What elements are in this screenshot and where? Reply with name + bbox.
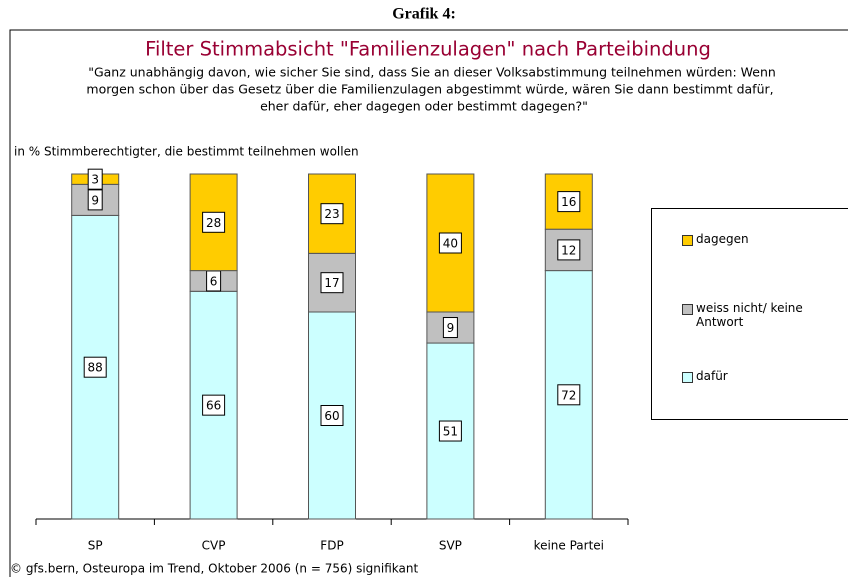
data-label: 16 xyxy=(561,195,576,209)
data-label-box xyxy=(87,168,103,190)
header: Grafik 4: xyxy=(392,6,456,23)
data-label-box xyxy=(320,203,344,225)
legend-item: dagegen xyxy=(682,232,832,246)
legend-swatch xyxy=(682,304,693,315)
axis-label: in % Stimmberechtigter, die bestimmt tei… xyxy=(14,145,359,159)
data-label: 12 xyxy=(561,243,576,257)
data-label-box xyxy=(202,211,226,233)
data-label-box xyxy=(557,239,581,261)
subtitle: morgen schon über das Gesetz über die Fa… xyxy=(86,82,773,97)
x-tick-label: SVP xyxy=(439,539,462,553)
data-label-box xyxy=(442,317,458,339)
data-label: 51 xyxy=(443,425,458,439)
subtitle: eher dafür, eher dagegen oder bestimmt d… xyxy=(260,99,588,114)
data-label-box xyxy=(557,191,581,213)
data-label: 6 xyxy=(210,274,218,288)
x-tick-label: CVP xyxy=(202,539,226,553)
x-tick-label: SP xyxy=(88,539,103,553)
legend-label: weiss nicht/ keine Antwort xyxy=(696,301,803,329)
data-label: 72 xyxy=(561,388,576,402)
x-tick-label: FDP xyxy=(320,539,343,553)
x-tick-label: keine Partei xyxy=(534,539,604,553)
legend: dagegen weiss nicht/ keine Antwort dafür xyxy=(651,208,848,420)
data-label-box xyxy=(320,405,344,426)
legend-label: dagegen xyxy=(696,232,749,246)
data-label-box xyxy=(557,384,581,406)
data-label-box xyxy=(202,394,226,416)
data-label: 28 xyxy=(206,216,221,230)
legend-item: dafür xyxy=(682,369,832,383)
data-label: 3 xyxy=(91,173,99,187)
data-label: 60 xyxy=(324,409,339,423)
subtitle: "Ganz unabhängig davon, wie sicher Sie s… xyxy=(88,65,776,80)
data-label-box xyxy=(83,356,107,378)
footnote: © gfs.bern, Osteuropa im Trend, Oktober … xyxy=(10,562,418,576)
chart-title: Filter Stimmabsicht "Familienzulagen" na… xyxy=(145,38,711,61)
data-label-box xyxy=(438,420,462,442)
data-label-box xyxy=(438,232,462,254)
legend-label: dafür xyxy=(696,369,728,383)
data-label: 9 xyxy=(91,193,99,207)
data-label-box xyxy=(87,189,103,211)
legend-swatch xyxy=(682,235,693,246)
legend-item: weiss nicht/ keine Antwort xyxy=(682,301,832,329)
data-label: 9 xyxy=(447,321,455,335)
data-label: 23 xyxy=(324,207,339,221)
data-label: 66 xyxy=(206,399,221,413)
data-label: 40 xyxy=(443,237,458,251)
data-label: 17 xyxy=(324,276,339,290)
data-label-box xyxy=(320,272,344,294)
legend-swatch xyxy=(682,372,693,383)
data-label: 88 xyxy=(88,361,103,375)
frame xyxy=(9,29,848,577)
